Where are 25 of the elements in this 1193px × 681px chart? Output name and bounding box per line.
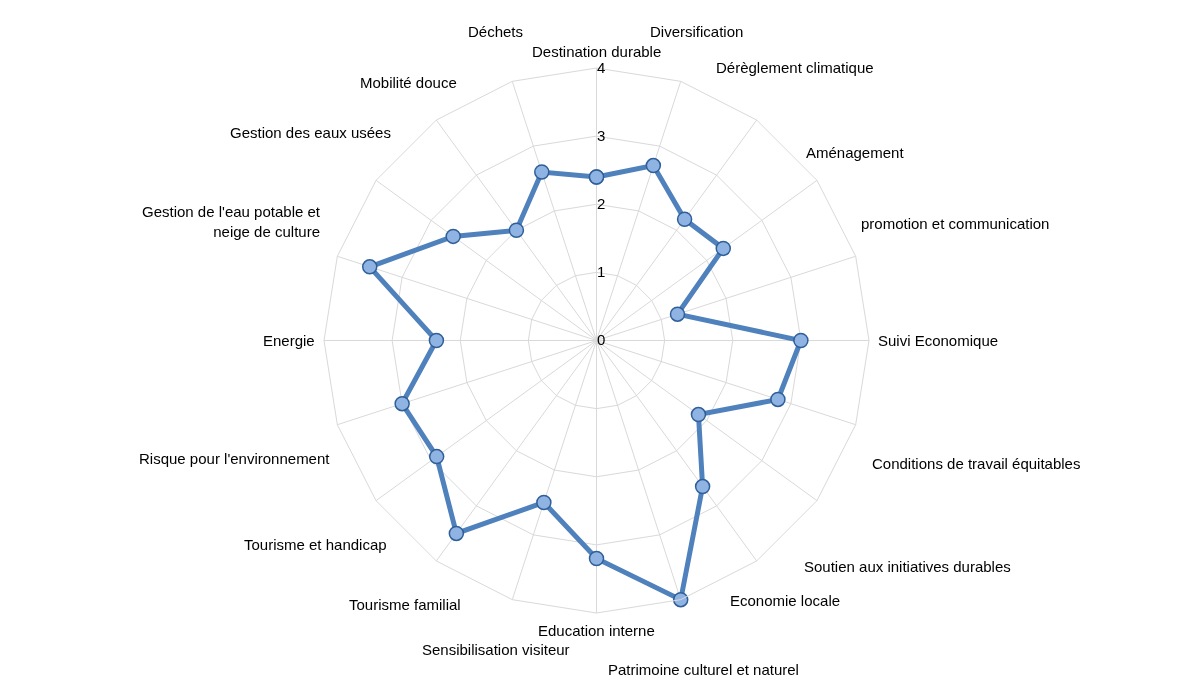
spoke-label: Education interne — [538, 622, 655, 639]
spoke-label: Soutien aux initiatives durables — [804, 558, 1011, 575]
y-tick-label: 1 — [597, 263, 606, 281]
spoke-label: Déchets — [468, 23, 524, 40]
spoke-label: Suivi Economique — [878, 332, 999, 349]
spoke-label: Dérèglement climatique — [716, 59, 874, 76]
spoke-label: Diversification — [650, 23, 744, 40]
spoke-label: Tourisme et handicap — [244, 536, 387, 553]
spoke-label: Gestion de l'eau potable et neige de culture — [142, 203, 321, 240]
y-tick-label: 2 — [597, 195, 606, 213]
spoke-label: Energie — [263, 332, 315, 349]
spoke-label: Economie locale — [730, 592, 841, 609]
spoke-label: Conditions de travail équitables — [872, 455, 1081, 472]
y-tick-label: 0 — [597, 331, 606, 349]
spoke-label: Destination durable — [532, 43, 662, 60]
spoke-label: Patrimoine culturel et naturel — [608, 661, 799, 678]
spoke-label: Mobilité douce — [360, 74, 457, 91]
spoke-label: Gestion des eaux usées — [230, 124, 391, 141]
spoke-label: Sensibilisation visiteur — [422, 641, 570, 658]
y-tick-label: 3 — [597, 126, 606, 144]
y-tick-label: 4 — [597, 58, 606, 76]
spoke-label: promotion et communication — [861, 215, 1050, 232]
spoke-label: Aménagement — [806, 144, 905, 161]
spoke-label: Risque pour l'environnement — [139, 450, 331, 467]
spoke-label: Tourisme familial — [349, 596, 461, 613]
